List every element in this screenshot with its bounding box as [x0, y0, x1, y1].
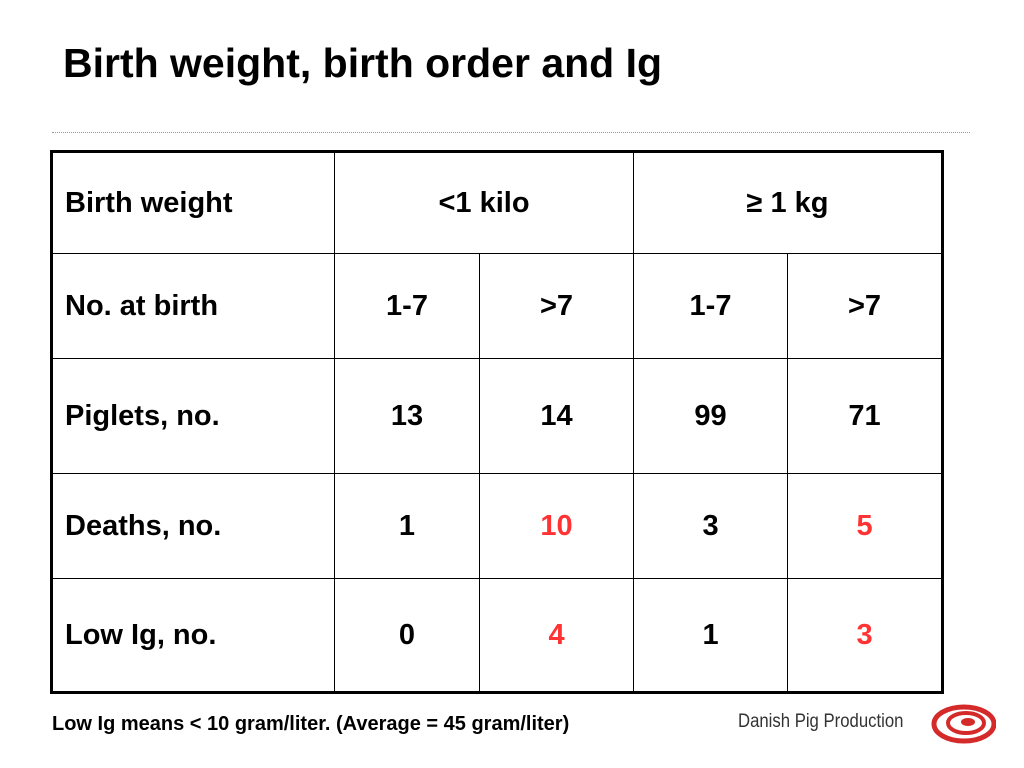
header-row: Birth weight <1 kilo ≥ 1 kg [51, 151, 944, 254]
logo-ring [931, 704, 996, 744]
footnote: Low Ig means < 10 gram/liter. (Average =… [52, 713, 570, 735]
table-body: Birth weight <1 kilo ≥ 1 kg No. at birth 1-7… [51, 151, 944, 693]
cell-value: 99 [633, 358, 789, 474]
cell-value: 4 [478, 578, 635, 693]
data-row: Low Ig, no. 0 4 1 3 [51, 578, 944, 693]
cell-value: 3 [787, 578, 944, 693]
logo-text: Danish Pig Production [738, 711, 904, 732]
cell-value: 5 [787, 473, 944, 579]
data-table: Birth weight <1 kilo ≥ 1 kg No. at birth 1-7… [50, 150, 945, 694]
row-label: Birth weight [51, 151, 335, 254]
cell-value: 13 [334, 358, 480, 474]
divider [52, 132, 970, 133]
data-row: Deaths, no. 1 10 3 5 [51, 473, 944, 579]
group-header: ≥ 1 kg [633, 151, 944, 254]
slide-title: Birth weight, birth order and Ig [63, 40, 663, 86]
logo-core [961, 718, 975, 726]
cell-value: 1 [334, 473, 480, 579]
row-label: Low Ig, no. [51, 578, 335, 693]
cell-value: 71 [787, 358, 944, 474]
logo-mark [931, 704, 996, 744]
data-row: Piglets, no. 13 14 99 71 [51, 358, 944, 474]
subgroup-header: >7 [787, 253, 944, 359]
cell-value: 10 [478, 473, 635, 579]
cell-value: 3 [633, 473, 789, 579]
row-label: No. at birth [51, 253, 335, 359]
cell-value: 1 [633, 578, 789, 693]
row-label: Piglets, no. [51, 358, 335, 474]
subgroup-header: 1-7 [334, 253, 480, 359]
subgroup-header: >7 [478, 253, 635, 359]
subgroup-header: 1-7 [633, 253, 789, 359]
cell-value: 14 [478, 358, 635, 474]
cell-value: 0 [334, 578, 480, 693]
logo-ring [946, 711, 986, 735]
header-row: No. at birth 1-7 >7 1-7 >7 [51, 253, 944, 359]
row-label: Deaths, no. [51, 473, 335, 579]
group-header: <1 kilo [333, 151, 635, 254]
